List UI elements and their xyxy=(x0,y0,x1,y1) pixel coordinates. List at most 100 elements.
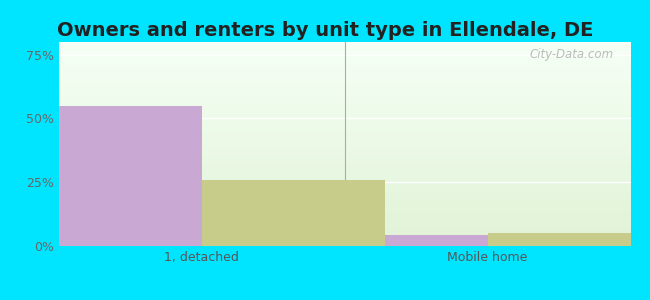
Bar xyxy=(58,68,630,70)
Bar xyxy=(58,64,630,67)
Bar xyxy=(58,50,630,52)
Bar xyxy=(58,156,630,158)
Bar xyxy=(58,119,630,122)
Bar xyxy=(202,180,385,246)
Bar xyxy=(58,67,630,68)
Bar xyxy=(58,130,630,132)
Bar xyxy=(58,150,630,152)
Bar xyxy=(58,81,630,83)
Bar xyxy=(58,242,630,244)
Bar xyxy=(58,193,630,195)
Text: City-Data.com: City-Data.com xyxy=(529,48,614,61)
Bar xyxy=(58,160,630,162)
Bar xyxy=(58,240,630,242)
Bar xyxy=(58,203,630,205)
Bar xyxy=(58,97,630,99)
Bar xyxy=(58,221,630,224)
Bar xyxy=(58,154,630,156)
Bar xyxy=(58,238,630,240)
Bar xyxy=(58,56,630,58)
Bar xyxy=(488,233,650,246)
Bar xyxy=(304,235,488,246)
Bar xyxy=(58,54,630,56)
Bar xyxy=(58,148,630,150)
Bar xyxy=(58,179,630,181)
Bar xyxy=(58,103,630,105)
Bar xyxy=(58,58,630,60)
Bar xyxy=(58,191,630,193)
Bar xyxy=(58,230,630,232)
Bar xyxy=(58,218,630,220)
Bar xyxy=(58,164,630,166)
Bar xyxy=(58,181,630,183)
Bar xyxy=(58,232,630,234)
Bar xyxy=(58,128,630,130)
Bar xyxy=(58,183,630,185)
Bar xyxy=(58,152,630,154)
Bar xyxy=(58,75,630,77)
Bar xyxy=(58,91,630,93)
Bar xyxy=(58,70,630,73)
Bar xyxy=(58,48,630,50)
Bar xyxy=(58,158,630,160)
Bar xyxy=(58,209,630,211)
Bar xyxy=(58,175,630,177)
Bar xyxy=(58,105,630,107)
Bar xyxy=(58,101,630,103)
Bar xyxy=(58,116,630,118)
Bar xyxy=(58,60,630,62)
Bar xyxy=(58,146,630,148)
Bar xyxy=(58,136,630,138)
Text: Owners and renters by unit type in Ellendale, DE: Owners and renters by unit type in Ellen… xyxy=(57,21,593,40)
Bar xyxy=(58,207,630,209)
Bar xyxy=(58,199,630,201)
Bar xyxy=(58,201,630,203)
Bar xyxy=(58,169,630,170)
Bar xyxy=(58,197,630,199)
Bar xyxy=(58,226,630,228)
Bar xyxy=(58,177,630,179)
Bar xyxy=(58,134,630,136)
Bar xyxy=(58,220,630,221)
Bar xyxy=(58,132,630,134)
Bar xyxy=(58,211,630,213)
Bar xyxy=(58,73,630,75)
Bar xyxy=(58,62,630,64)
Bar xyxy=(58,95,630,97)
Bar xyxy=(58,124,630,126)
Bar xyxy=(58,89,630,91)
Bar xyxy=(58,113,630,116)
Bar xyxy=(58,79,630,81)
Bar xyxy=(58,213,630,215)
Bar xyxy=(58,170,630,172)
Bar xyxy=(58,142,630,144)
Bar xyxy=(58,85,630,87)
Bar xyxy=(58,144,630,146)
Bar xyxy=(58,185,630,187)
Bar xyxy=(58,172,630,175)
Bar xyxy=(58,87,630,89)
Bar xyxy=(18,106,201,246)
Bar xyxy=(58,77,630,79)
Bar xyxy=(58,42,630,44)
Bar xyxy=(58,228,630,230)
Bar xyxy=(58,99,630,101)
Bar xyxy=(58,44,630,46)
Bar xyxy=(58,187,630,189)
Bar xyxy=(58,162,630,164)
Bar xyxy=(58,205,630,207)
Bar xyxy=(58,140,630,142)
Bar xyxy=(58,189,630,191)
Bar xyxy=(58,236,630,238)
Bar xyxy=(58,195,630,197)
Bar xyxy=(58,109,630,111)
Bar xyxy=(58,126,630,128)
Bar xyxy=(58,111,630,113)
Bar xyxy=(58,224,630,226)
Bar xyxy=(58,118,630,119)
Bar xyxy=(58,122,630,124)
Bar xyxy=(58,52,630,54)
Bar xyxy=(58,93,630,95)
Bar xyxy=(58,167,630,169)
Bar xyxy=(58,234,630,236)
